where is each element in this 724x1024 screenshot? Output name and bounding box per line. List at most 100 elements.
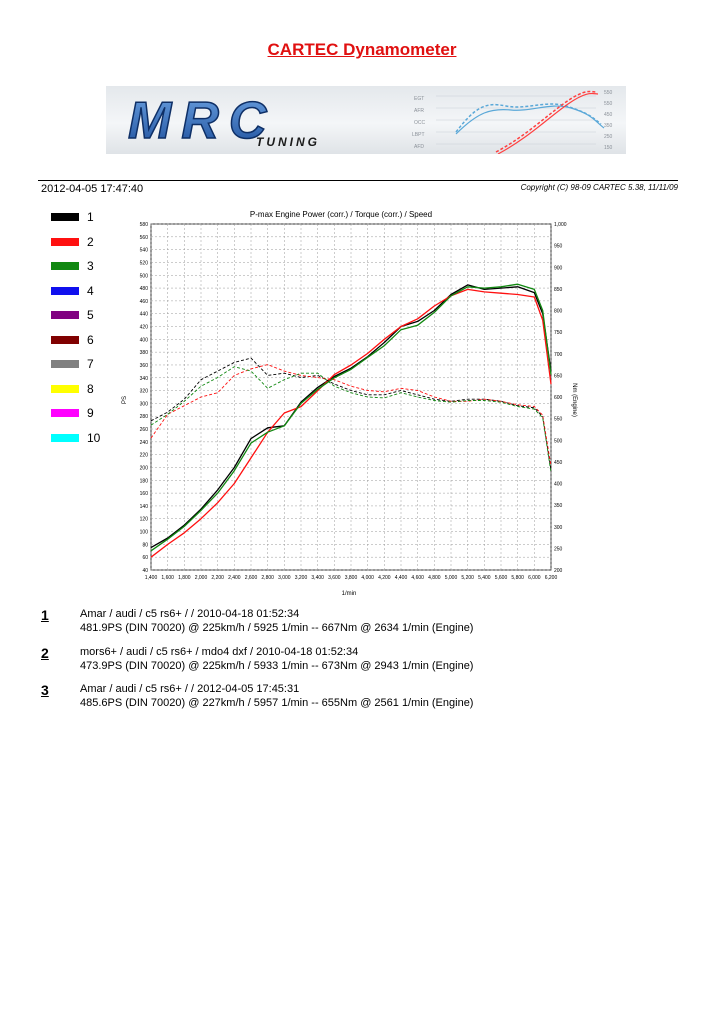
legend-item: 8: [51, 382, 121, 396]
banner-label: 550: [604, 90, 613, 96]
logo-subtext: TUNING: [256, 135, 320, 149]
y-left-tick-label: 340: [140, 376, 149, 382]
x-tick-label: 1,600: [161, 575, 174, 581]
legend-swatch: [51, 335, 79, 344]
y-right-tick-label: 1,000: [554, 222, 567, 228]
x-tick-label: 3,400: [311, 575, 324, 581]
y-left-tick-label: 320: [140, 389, 149, 395]
mrc-tuning-banner: MRC TUNING EGT AFR OCC LBPT AFD 550 550 …: [106, 86, 626, 154]
run-entry: 2 mors6+ / audi / c5 rs6+ / mdo4 dxf / 2…: [41, 645, 681, 679]
y-left-tick-label: 120: [140, 517, 149, 523]
y-right-tick-label: 900: [554, 265, 563, 271]
legend-number: 5: [87, 308, 94, 322]
x-tick-label: 2,200: [211, 575, 224, 581]
power-line-run-2: [150, 288, 552, 558]
banner-curve: [495, 90, 597, 153]
legend-item: 1: [51, 210, 121, 224]
y-right-tick-label: 600: [554, 395, 563, 401]
torque-line-run-3: [150, 366, 552, 473]
y-right-tick-label: 750: [554, 330, 563, 336]
banner-label: 550: [604, 101, 613, 107]
banner-curve: [497, 92, 599, 154]
chart-title: P-max Engine Power (corr.) / Torque (cor…: [250, 210, 432, 219]
banner-label: 150: [604, 145, 613, 151]
torque-line-run-1: [150, 357, 552, 471]
y-left-tick-label: 500: [140, 273, 149, 279]
x-tick-label: 3,800: [345, 575, 358, 581]
x-tick-label: 5,200: [461, 575, 474, 581]
y-right-tick-label: 250: [554, 546, 563, 552]
x-tick-label: 3,000: [278, 575, 291, 581]
legend-item: 9: [51, 406, 121, 420]
y-left-tick-label: 560: [140, 235, 149, 241]
y-right-tick-label: 700: [554, 352, 563, 358]
banner-label: OCC: [414, 120, 426, 126]
x-tick-label: 6,200: [545, 575, 558, 581]
copyright: Copyright (C) 98-09 CARTEC 5.38, 11/11/0…: [520, 183, 678, 192]
banner-curve: [455, 105, 605, 135]
y-left-tick-label: 440: [140, 312, 149, 318]
x-tick-label: 2,400: [228, 575, 241, 581]
x-tick-label: 2,800: [261, 575, 274, 581]
x-tick-label: 1,800: [178, 575, 191, 581]
y-right-tick-label: 950: [554, 244, 563, 250]
run-vehicle: Amar / audi / c5 rs6+ / / 2010-04-18 01:…: [80, 608, 300, 620]
dyno-chart: P-max Engine Power (corr.) / Torque (cor…: [122, 210, 577, 597]
y-left-tick-label: 420: [140, 325, 149, 331]
legend-swatch: [51, 237, 79, 246]
y-left-tick-label: 280: [140, 414, 149, 420]
legend-swatch: [51, 262, 79, 270]
x-tick-label: 6,000: [528, 575, 541, 581]
y-right-tick-label: 650: [554, 373, 563, 379]
y-left-tick-label: 200: [140, 465, 149, 471]
y-left-tick-label: 80: [142, 542, 148, 548]
y-left-tick-label: 60: [142, 555, 148, 561]
legend-swatch: [51, 360, 79, 368]
legend-item: 2: [51, 235, 121, 249]
y-left-tick-label: 300: [140, 401, 149, 407]
legend-number: 7: [87, 357, 94, 371]
run-entry: 3 Amar / audi / c5 rs6+ / / 2012-04-05 1…: [41, 682, 681, 716]
torque-line-run-2: [150, 364, 552, 467]
y-right-tick-label: 450: [554, 460, 563, 466]
header-divider: [38, 180, 678, 181]
legend-number: 9: [87, 406, 94, 420]
run-vehicle: mors6+ / audi / c5 rs6+ / mdo4 dxf / 201…: [80, 646, 359, 658]
y-left-tick-label: 140: [140, 504, 149, 510]
y-left-tick-label: 100: [140, 530, 149, 536]
banner-label: LBPT: [412, 132, 425, 138]
y-right-tick-label: 800: [554, 309, 563, 315]
y-right-tick-label: 550: [554, 417, 563, 423]
x-tick-label: 2,600: [245, 575, 258, 581]
y-left-tick-label: 380: [140, 350, 149, 356]
run-number: 3: [41, 682, 49, 698]
legend-number: 1: [87, 210, 94, 224]
x-tick-label: 4,800: [428, 575, 441, 581]
y-left-tick-label: 160: [140, 491, 149, 497]
x-tick-label: 4,000: [361, 575, 374, 581]
legend-number: 10: [87, 430, 101, 445]
legend-number: 4: [87, 283, 94, 298]
x-tick-label: 3,200: [295, 575, 308, 581]
run-result: 473.9PS (DIN 70020) @ 225km/h / 5933 1/m…: [80, 660, 474, 672]
x-tick-label: 1,400: [145, 575, 158, 581]
power-line-run-3: [150, 283, 552, 552]
y-left-tick-label: 240: [140, 440, 149, 446]
legend-item: 10: [51, 430, 121, 445]
y-left-tick-label: 260: [140, 427, 149, 433]
legend-number: 6: [87, 332, 94, 347]
x-tick-label: 3,600: [328, 575, 341, 581]
x-tick-label: 5,800: [511, 575, 524, 581]
y-left-tick-label: 480: [140, 286, 149, 292]
y-left-tick-label: 400: [140, 337, 149, 343]
logo-text: MRC: [128, 92, 276, 150]
banner-label: EGT: [414, 96, 424, 102]
y-left-tick-label: 180: [140, 478, 149, 484]
legend-item: 7: [51, 357, 121, 371]
legend-swatch: [51, 286, 79, 295]
y-right-tick-label: 350: [554, 503, 563, 509]
x-tick-label: 2,000: [195, 575, 208, 581]
report-date: 2012-04-05 17:47:40: [41, 183, 144, 195]
legend-item: 5: [51, 308, 121, 322]
banner-label: 450: [604, 112, 613, 118]
